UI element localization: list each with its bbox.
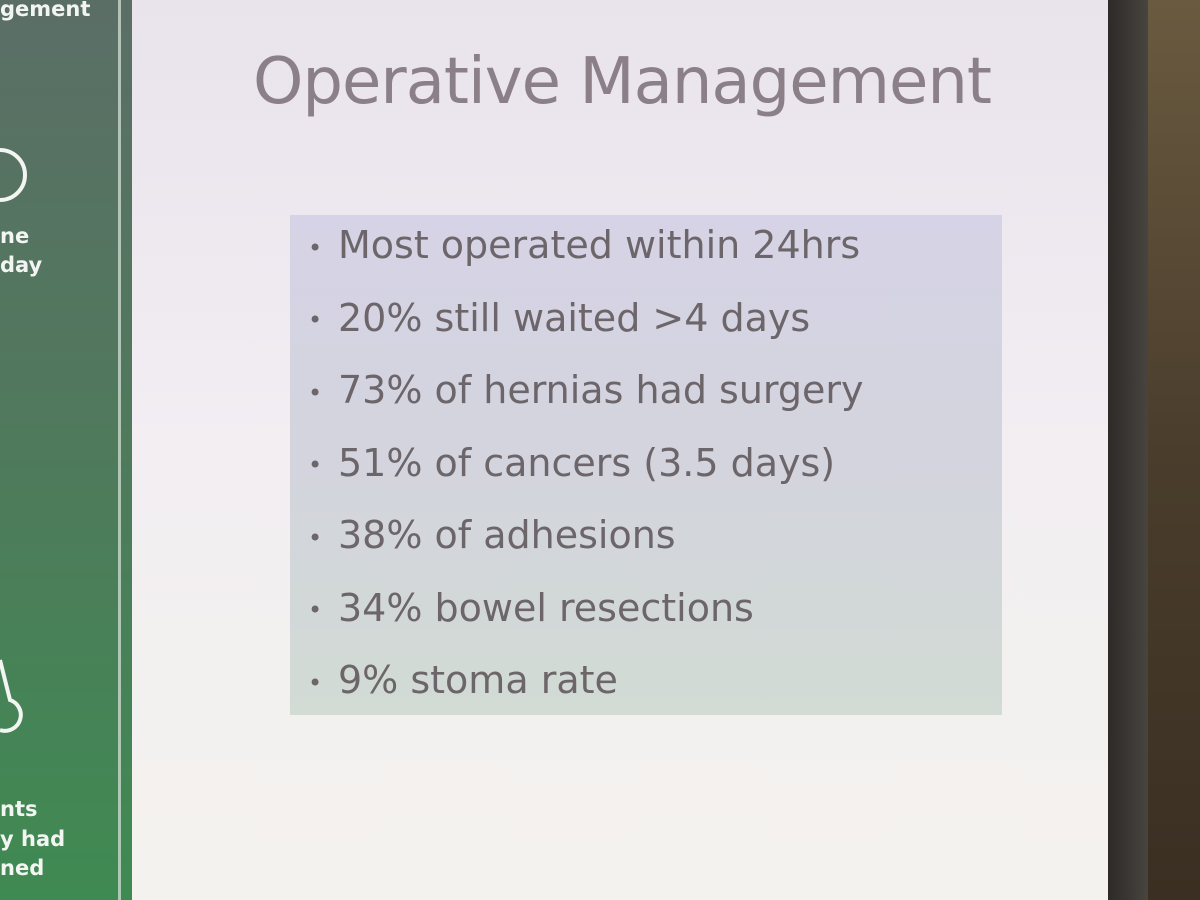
bullet-item: • 73% of hernias had surgery bbox=[308, 368, 864, 412]
side-text: ne bbox=[0, 224, 30, 248]
side-text: y had bbox=[0, 827, 66, 851]
bullet-text: 38% of adhesions bbox=[338, 513, 676, 557]
bullet-item: • 38% of adhesions bbox=[308, 513, 676, 557]
bullet-dot: • bbox=[308, 233, 323, 262]
separator bbox=[118, 0, 121, 900]
bullet-dot: • bbox=[308, 596, 323, 624]
bullet-dot: • bbox=[308, 523, 323, 552]
bullet-text: 73% of hernias had surgery bbox=[338, 368, 864, 412]
bullet-dot: • bbox=[308, 668, 323, 697]
bullet-dot: • bbox=[308, 378, 323, 407]
icon bbox=[0, 148, 27, 202]
bullet-text: 51% of cancers (3.5 days) bbox=[338, 440, 836, 485]
bullet-dot: • bbox=[308, 306, 323, 334]
wall bbox=[1148, 0, 1200, 900]
bullet-item: • Most operated within 24hrs bbox=[308, 223, 860, 267]
bullet-item: • 9% stoma rate bbox=[308, 658, 618, 702]
side-icons bbox=[0, 148, 27, 733]
side-text: day bbox=[0, 253, 43, 277]
side-panel: gement ne day nts y had ned bbox=[0, 0, 135, 900]
bullet-item: • 20% still waited >4 days bbox=[308, 296, 810, 340]
side-text: nts bbox=[0, 797, 38, 821]
icon bbox=[0, 659, 23, 733]
bullet-item: • 34% bowel resections bbox=[308, 586, 754, 630]
bullet-box: • Most operated within 24hrs • 20% still wa… bbox=[290, 215, 1002, 715]
side-text: gement bbox=[0, 0, 91, 21]
bullet-text: Most operated within 24hrs bbox=[338, 223, 861, 267]
bullet-text: 34% bowel resections bbox=[338, 585, 754, 630]
bullet-text: 9% stoma rate bbox=[338, 658, 618, 702]
slide: Operative Management • Most operated with… bbox=[132, 0, 1112, 900]
screen-frame bbox=[1108, 0, 1148, 900]
bullet-text: 20% still waited >4 days bbox=[338, 295, 811, 340]
slide-title: Operative Management bbox=[253, 45, 992, 119]
bullet-dot: • bbox=[308, 451, 323, 479]
side-text: ned bbox=[0, 856, 45, 880]
bullet-item: • 51% of cancers (3.5 days) bbox=[308, 441, 835, 485]
